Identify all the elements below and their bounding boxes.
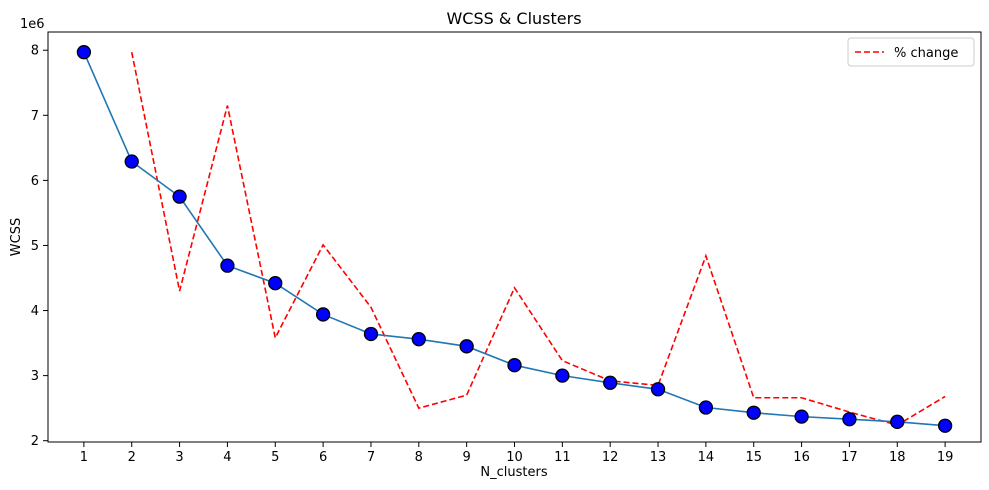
x-tick-label: 15 — [745, 450, 762, 465]
x-tick-label: 13 — [650, 450, 667, 465]
wcss-point — [555, 368, 570, 383]
x-tick-label: 9 — [463, 450, 471, 465]
legend-label: % change — [894, 46, 958, 61]
x-tick-label: 17 — [841, 450, 858, 465]
x-tick-label: 12 — [602, 450, 619, 465]
x-tick-label: 5 — [271, 450, 279, 465]
pct-change-line — [130, 52, 946, 426]
x-tick-label: 3 — [175, 450, 183, 465]
wcss-point — [603, 375, 618, 390]
y-tick-label: 3 — [31, 369, 39, 384]
y-axis-title: WCSS — [9, 218, 24, 256]
wcss-point — [315, 307, 331, 322]
x-tick-label: 6 — [319, 450, 327, 465]
wcss-point — [172, 189, 187, 204]
wcss-point — [842, 412, 857, 427]
wcss-point — [794, 409, 809, 424]
y-tick-label: 4 — [31, 304, 39, 319]
plot-frame — [47, 31, 982, 443]
x-tick-label: 4 — [223, 450, 231, 465]
x-tick-label: 18 — [889, 450, 906, 465]
wcss-point — [76, 45, 92, 60]
x-axis-title: N_clusters — [480, 465, 547, 480]
x-tick-label: 2 — [128, 450, 136, 465]
wcss-point — [363, 326, 379, 342]
wcss-point — [268, 276, 283, 291]
x-tick-label: 16 — [793, 450, 810, 465]
wcss-point — [220, 258, 235, 273]
wcss-point — [650, 382, 666, 397]
y-offset-label: 1e6 — [20, 17, 45, 32]
chart-title: WCSS & Clusters — [446, 9, 581, 28]
x-tick-label: 8 — [415, 450, 423, 465]
wcss-point — [937, 418, 953, 433]
y-tick-label: 5 — [31, 239, 39, 254]
wcss-point — [698, 400, 714, 415]
y-tick-label: 7 — [31, 109, 39, 124]
x-tick-label: 7 — [367, 450, 375, 465]
wcss-point — [507, 358, 522, 373]
x-tick-label: 10 — [506, 450, 523, 465]
wcss-point — [890, 414, 905, 429]
legend: % change — [847, 37, 975, 67]
x-tick-label: 1 — [80, 450, 88, 465]
y-tick-label: 2 — [31, 434, 39, 449]
y-tick-label: 6 — [31, 174, 39, 189]
wcss-point — [124, 154, 139, 169]
x-tick-label: 19 — [937, 450, 954, 465]
wcss-point — [746, 405, 761, 420]
wcss-point — [411, 332, 426, 347]
legend-box — [847, 37, 975, 67]
x-tick-label: 11 — [554, 450, 571, 465]
x-tick-label: 14 — [698, 450, 715, 465]
y-tick-label: 8 — [31, 44, 39, 59]
wcss-point — [459, 339, 474, 354]
